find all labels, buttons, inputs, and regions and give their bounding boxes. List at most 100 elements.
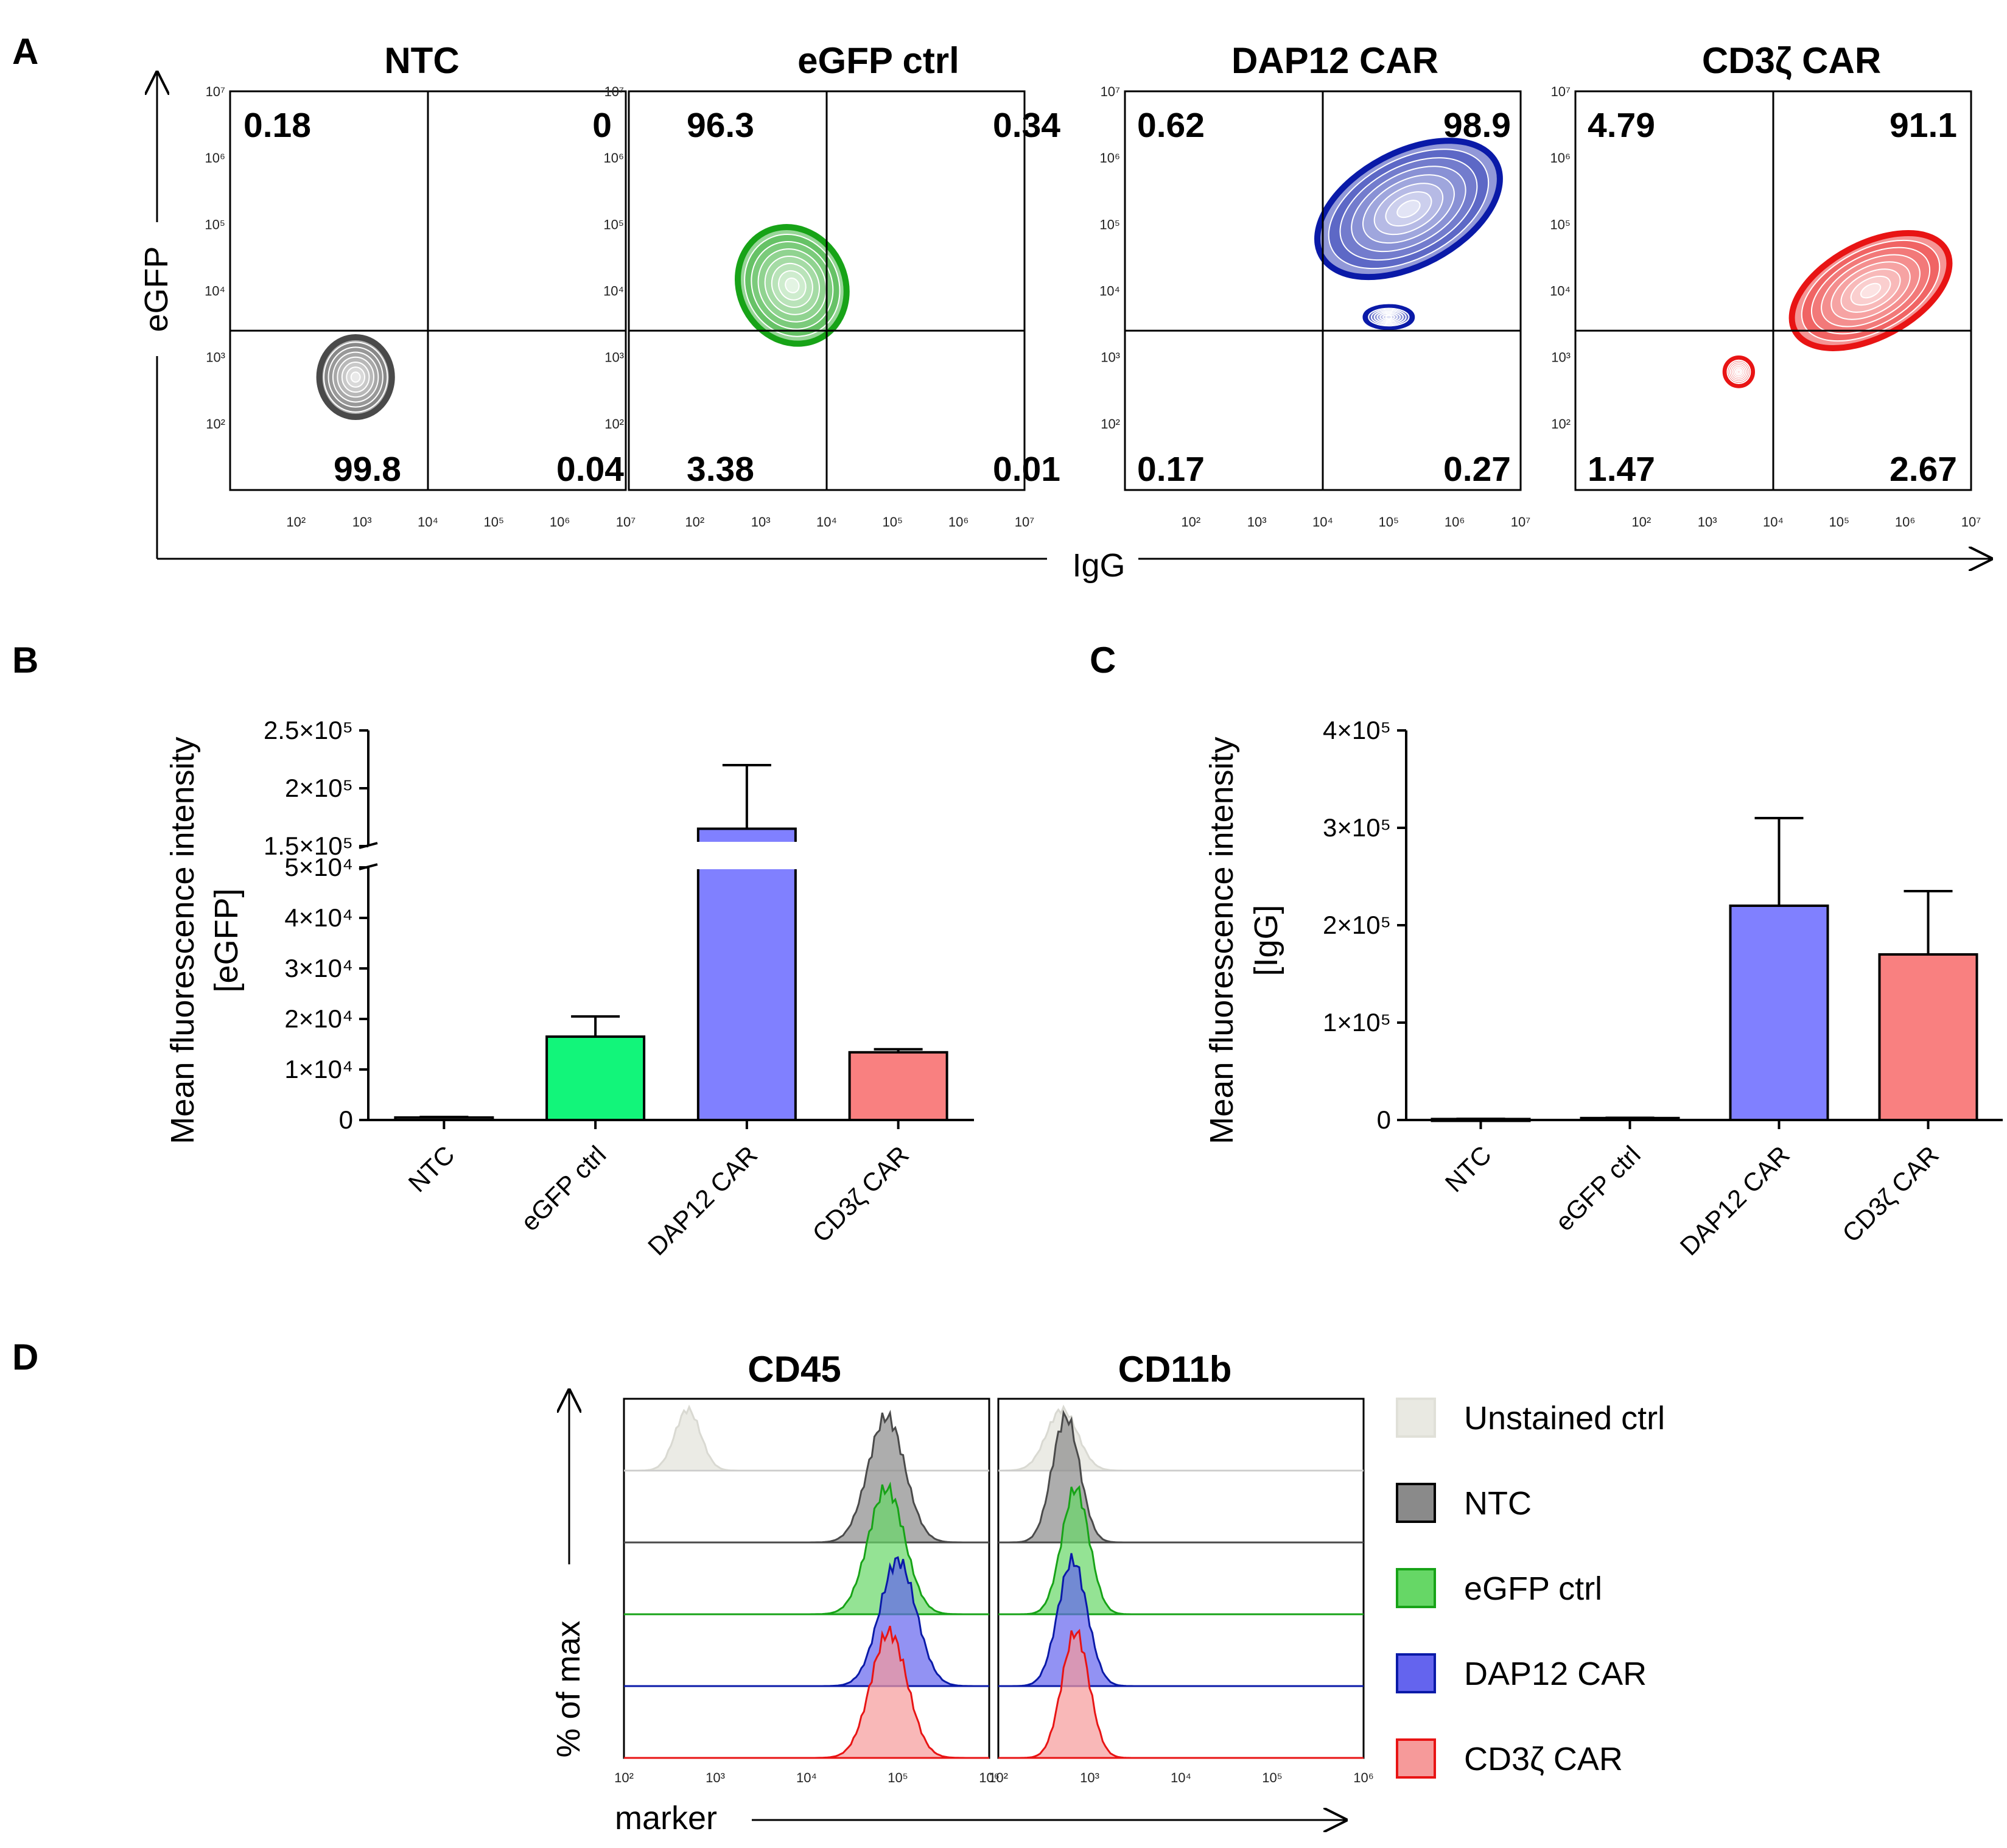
y-tick-egfp-ctrl-3: 10⁴ (603, 284, 624, 299)
quadrant-lower-left-dap12-car: 0.17 (1137, 450, 1205, 489)
x-tick-dap12-car-6: 10⁷ (1511, 514, 1530, 530)
x-tick-ntc-1: 10² (286, 514, 306, 530)
x-tick-dap12-car-4: 10⁵ (1379, 514, 1399, 530)
x-tick-label-b-ntc: NTC (402, 1140, 460, 1197)
x-tick-ntc-6: 10⁷ (616, 514, 636, 530)
bar-b-ntc (394, 1116, 494, 1121)
x-tick-label-b-egfp-ctrl: eGFP ctrl (515, 1140, 611, 1236)
y-tick-label-c-5: 4×10⁵ (1323, 716, 1391, 744)
y-tick-cd3z-car-1: 10² (1551, 416, 1571, 432)
y-tick-cd3z-car-6: 10⁷ (1551, 84, 1571, 99)
y-tick-cd3z-car-5: 10⁶ (1550, 150, 1571, 166)
x-tick-label-c-ntc: NTC (1440, 1140, 1497, 1197)
contour-level-cd3z-car-1-8 (1860, 282, 1882, 299)
x-axis-label-igg: IgG (1072, 547, 1125, 584)
y-axis-label2-b: [eGFP] (208, 888, 245, 992)
bar-b-cd3z-car (848, 1051, 948, 1122)
histogram-title-cd45: CD45 (748, 1349, 841, 1390)
legend-swatch-egfp-ctrl (1396, 1568, 1436, 1608)
y-tick-egfp-ctrl-4: 10⁵ (603, 217, 624, 232)
x-tick-label-c-cd3z-car: CD3ζ CAR (1837, 1140, 1944, 1248)
y-tick-cd3z-car-2: 10³ (1551, 350, 1571, 365)
y-axis-label-b: Mean fluorescence intensity (164, 737, 201, 1144)
x-tick-ntc-2: 10³ (352, 514, 372, 530)
y-tick-label-c-4: 3×10⁵ (1323, 813, 1391, 842)
y-tick-label-b-5: 4×10⁴ (284, 903, 353, 932)
x-tick-egfp-ctrl-5: 10⁶ (948, 514, 969, 530)
panel-b: Mean fluorescence intensity [eGFP] 0 1×10… (164, 716, 974, 1261)
population-cd3z-car-1 (1788, 230, 1953, 351)
legend-swatch-unstained-ctrl (1396, 1398, 1436, 1438)
bar-c-egfp-ctrl (1580, 1116, 1680, 1122)
quadrant-upper-left-egfp-ctrl: 96.3 (687, 106, 754, 145)
bar-b-egfp-ctrl (545, 1035, 646, 1122)
panel-label-a: A (12, 31, 38, 72)
x-tick-cd11b-1: 10² (989, 1770, 1008, 1785)
x-tick-label-b-cd3z-car: CD3ζ CAR (807, 1140, 914, 1248)
x-tick-label-c-egfp-ctrl: eGFP ctrl (1550, 1140, 1646, 1236)
y-tick-ntc-5: 10⁶ (205, 150, 225, 166)
x-tick-cd11b-2: 10³ (1080, 1770, 1099, 1785)
x-tick-label-b-dap12-car: DAP12 CAR (642, 1140, 763, 1261)
contour-title-dap12-car: DAP12 CAR (1231, 40, 1438, 81)
x-tick-cd3z-car-1: 10² (1631, 514, 1651, 530)
x-tick-cd11b-3: 10⁴ (1171, 1770, 1191, 1785)
y-tick-dap12-car-2: 10³ (1101, 350, 1120, 365)
y-tick-ntc-6: 10⁷ (206, 84, 225, 99)
x-tick-cd3z-car-2: 10³ (1698, 514, 1717, 530)
quadrant-upper-left-dap12-car: 0.62 (1137, 106, 1205, 145)
axis-break-mark-upper-b (359, 842, 378, 849)
y-tick-label-b-3: 2×10⁴ (284, 1004, 353, 1033)
y-tick-cd3z-car-4: 10⁵ (1550, 217, 1571, 232)
y-tick-ntc-2: 10³ (206, 350, 225, 365)
histogram-plot-cd11b: 10² 10³ 10⁴ 10⁵ 10⁶ (989, 1398, 1374, 1785)
y-axis-label-c: Mean fluorescence intensity (1203, 737, 1240, 1144)
quadrant-lower-right-egfp-ctrl: 0.01 (993, 450, 1060, 489)
bar-c-cd3z-car (1878, 953, 1978, 1121)
contour-plot-dap12-car: DAP12 CAR 0.62 98.9 0.17 0.27 10² 10² 10³ 1… (1099, 40, 1530, 530)
y-tick-dap12-car-5: 10⁶ (1099, 150, 1120, 166)
contour-plot-egfp-ctrl: eGFP ctrl 96.3 0.34 3.38 0.01 10² 10² 10³ 1… (603, 40, 1060, 530)
quadrant-upper-left-ntc: 0.18 (243, 106, 311, 145)
histogram-title-cd11b: CD11b (1118, 1349, 1232, 1390)
quadrant-lower-left-egfp-ctrl: 3.38 (687, 450, 754, 489)
legend-swatch-cd3z-car (1396, 1738, 1436, 1779)
y-tick-dap12-car-4: 10⁵ (1099, 217, 1120, 232)
y-tick-dap12-car-1: 10² (1101, 416, 1120, 432)
bar-b-dap12-car (696, 827, 797, 1121)
axis-break-mark-lower-b (359, 863, 378, 870)
x-tick-cd45-5: 10⁶ (979, 1770, 1000, 1785)
axis-break-gap-b (670, 842, 816, 869)
contour-level-egfp-ctrl-1-8 (785, 277, 800, 293)
legend-swatch-ntc (1396, 1483, 1436, 1523)
x-tick-dap12-car-2: 10³ (1247, 514, 1267, 530)
quadrant-lower-left-ntc: 99.8 (334, 450, 401, 489)
panel-a: NTC 0.18 0 99.8 0.04 10² 10² 10³ 10³ 10⁴ 10⁴ 1… (137, 40, 1991, 584)
bar-c-dap12-car (1729, 905, 1829, 1121)
x-tick-cd11b-4: 10⁵ (1262, 1770, 1283, 1785)
histogram-cd11b-cd3z-car (998, 1628, 1364, 1759)
y-axis-label-egfp: eGFP (138, 246, 175, 332)
y-tick-egfp-ctrl-5: 10⁶ (603, 150, 624, 166)
contour-title-egfp-ctrl: eGFP ctrl (797, 40, 959, 81)
x-tick-cd3z-car-6: 10⁷ (1961, 514, 1981, 530)
legend-d: Unstained ctrl NTC eGFP ctrl DAP12 CAR CD3ζ … (1396, 1398, 1665, 1779)
histogram-plot-cd45: 10² 10³ 10⁴ 10⁵ 10⁶ (614, 1398, 1000, 1785)
contour-plot-ntc: NTC 0.18 0 99.8 0.04 10² 10² 10³ 10³ 10⁴ 10⁴ 1… (205, 40, 636, 530)
x-tick-egfp-ctrl-4: 10⁵ (883, 514, 903, 530)
y-tick-dap12-car-6: 10⁷ (1101, 84, 1120, 99)
quadrant-upper-right-ntc: 0 (592, 106, 612, 145)
y-tick-egfp-ctrl-2: 10³ (604, 350, 624, 365)
x-tick-cd45-3: 10⁴ (796, 1770, 817, 1785)
x-tick-egfp-ctrl-2: 10³ (751, 514, 771, 530)
quadrant-lower-left-cd3z-car: 1.47 (1588, 450, 1655, 489)
y-tick-label-b-8: 2×10⁵ (285, 774, 353, 802)
x-tick-ntc-5: 10⁶ (550, 514, 570, 530)
y-tick-label-b-6: 5×10⁴ (284, 853, 353, 881)
x-tick-dap12-car-5: 10⁶ (1445, 514, 1465, 530)
population-egfp-ctrl-1 (735, 224, 850, 347)
contour-level-dap12-car-1-8 (1396, 200, 1421, 219)
x-tick-cd45-2: 10³ (706, 1770, 725, 1785)
panel-label-c: C (1090, 640, 1116, 681)
y-tick-label-c-3: 2×10⁵ (1323, 911, 1391, 939)
